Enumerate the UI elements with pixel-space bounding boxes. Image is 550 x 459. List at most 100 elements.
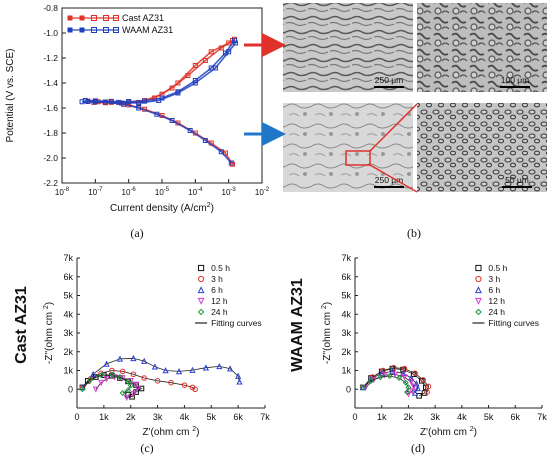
legend-marker bbox=[475, 308, 482, 316]
x-tick-label: 0 bbox=[352, 412, 357, 422]
x-tick-exp: -8 bbox=[64, 187, 70, 193]
data-point bbox=[216, 362, 223, 370]
micrograph-top-left bbox=[283, 3, 413, 92]
micrograph-top-right bbox=[417, 3, 547, 92]
data-point bbox=[396, 374, 403, 382]
data-point bbox=[381, 372, 388, 379]
polarization-chart: -0.8-1.0-1.2-1.4-1.6-1.8-2.0-2.210-8 10-7… bbox=[5, 3, 270, 214]
y-tick-label: -1.8 bbox=[43, 128, 58, 138]
x-tick-label: 4k bbox=[457, 412, 467, 422]
legend-marker bbox=[79, 15, 85, 21]
data-point bbox=[79, 99, 85, 105]
data-point bbox=[226, 365, 234, 372]
data-point bbox=[132, 381, 140, 388]
y-tick-label: 6k bbox=[63, 272, 73, 282]
y-tick-label: 3k bbox=[341, 328, 351, 338]
legend-label: Cast AZ31 bbox=[122, 13, 164, 23]
legend-marker bbox=[67, 15, 73, 21]
data-point bbox=[130, 354, 137, 362]
zoom-line bbox=[369, 164, 418, 193]
data-point bbox=[85, 99, 91, 104]
data-point bbox=[202, 138, 208, 143]
x-tick-base: 10 bbox=[188, 188, 197, 197]
data-point bbox=[232, 40, 238, 46]
x-axis-label-sup: 2 bbox=[207, 202, 211, 209]
y-tick-label: 1k bbox=[63, 366, 73, 376]
data-point bbox=[162, 367, 169, 374]
fitting-curve bbox=[82, 357, 240, 388]
data-point bbox=[414, 384, 421, 392]
data-point bbox=[175, 80, 181, 86]
legend-label: 3 h bbox=[211, 274, 223, 284]
legend-marker bbox=[67, 27, 73, 33]
scale-bar-label: 50 μm bbox=[505, 175, 529, 185]
data-point bbox=[102, 99, 108, 105]
data-point bbox=[125, 378, 132, 385]
x-tick-base: 10 bbox=[55, 188, 64, 197]
y-tick-label: 6k bbox=[341, 272, 351, 282]
legend-label: 24 h bbox=[211, 307, 228, 317]
fitting-curve bbox=[362, 367, 429, 393]
x-axis-label-main: Z'(ohm cm bbox=[143, 427, 193, 438]
data-point bbox=[87, 376, 94, 383]
legend-label: WAAM AZ31 bbox=[122, 25, 173, 35]
data-point bbox=[405, 384, 412, 391]
y-axis-label-end: ) bbox=[322, 302, 333, 305]
data-point bbox=[175, 368, 183, 375]
data-point bbox=[116, 374, 123, 381]
x-tick-label: 1k bbox=[377, 412, 387, 422]
x-tick-exp: -2 bbox=[264, 187, 270, 193]
y-axis-label-main: -Z''(ohm cm bbox=[44, 309, 55, 364]
panel-label-c: (c) bbox=[140, 441, 153, 455]
data-point bbox=[119, 368, 126, 375]
fitting-curve bbox=[95, 376, 138, 399]
data-point bbox=[98, 379, 105, 387]
panel-label-a: (a) bbox=[130, 226, 143, 240]
y-tick-label: 4k bbox=[63, 309, 73, 319]
data-point bbox=[141, 357, 148, 364]
data-point bbox=[410, 383, 417, 390]
legend-fit-label: Fitting curves bbox=[488, 318, 539, 328]
panel-label-b: (b) bbox=[407, 226, 421, 240]
legend-label: 0.5 h bbox=[488, 263, 507, 273]
y-tick-label: 2k bbox=[63, 347, 73, 357]
legend-label: 12 h bbox=[211, 296, 228, 306]
y-tick-label: -1.6 bbox=[43, 103, 58, 113]
x-tick-label: 10-6 bbox=[122, 187, 137, 197]
data-point bbox=[79, 386, 86, 393]
data-point bbox=[424, 389, 430, 395]
legend-marker bbox=[475, 297, 482, 305]
data-point bbox=[103, 360, 110, 367]
y-tick-label: -1.2 bbox=[43, 53, 58, 63]
data-point bbox=[108, 371, 115, 378]
legend-marker bbox=[103, 15, 109, 21]
data-point bbox=[130, 371, 137, 378]
legend-marker bbox=[475, 286, 482, 294]
y-tick-label: 2k bbox=[341, 347, 351, 357]
legend-marker bbox=[197, 264, 205, 272]
x-tick-label: 6k bbox=[511, 412, 521, 422]
data-point bbox=[192, 80, 198, 86]
data-point bbox=[185, 73, 191, 78]
x-axis-label: Z'(ohm cm 2) bbox=[143, 426, 200, 438]
y-axis-label-sup: 2 bbox=[43, 305, 50, 309]
x-tick-base: 10 bbox=[122, 188, 131, 197]
y-axis-label: Potential (V vs. SCE) bbox=[5, 49, 16, 143]
x-tick-base: 10 bbox=[88, 188, 97, 197]
data-point bbox=[127, 382, 134, 389]
data-point bbox=[228, 160, 234, 166]
x-axis-label-main: Current density (A/cm bbox=[110, 203, 207, 214]
legend-marker bbox=[197, 297, 205, 305]
data-point bbox=[416, 393, 422, 399]
data-point bbox=[229, 161, 235, 167]
data-point bbox=[123, 394, 130, 402]
legend-marker bbox=[113, 27, 119, 33]
y-axis-label: -Z''(ohm cm 2) bbox=[43, 302, 55, 364]
data-point bbox=[154, 378, 161, 384]
data-point bbox=[175, 90, 181, 96]
data-point bbox=[134, 385, 141, 392]
zoom-line bbox=[369, 103, 418, 152]
data-point bbox=[121, 101, 127, 107]
data-point bbox=[202, 364, 210, 371]
data-point bbox=[154, 111, 160, 117]
